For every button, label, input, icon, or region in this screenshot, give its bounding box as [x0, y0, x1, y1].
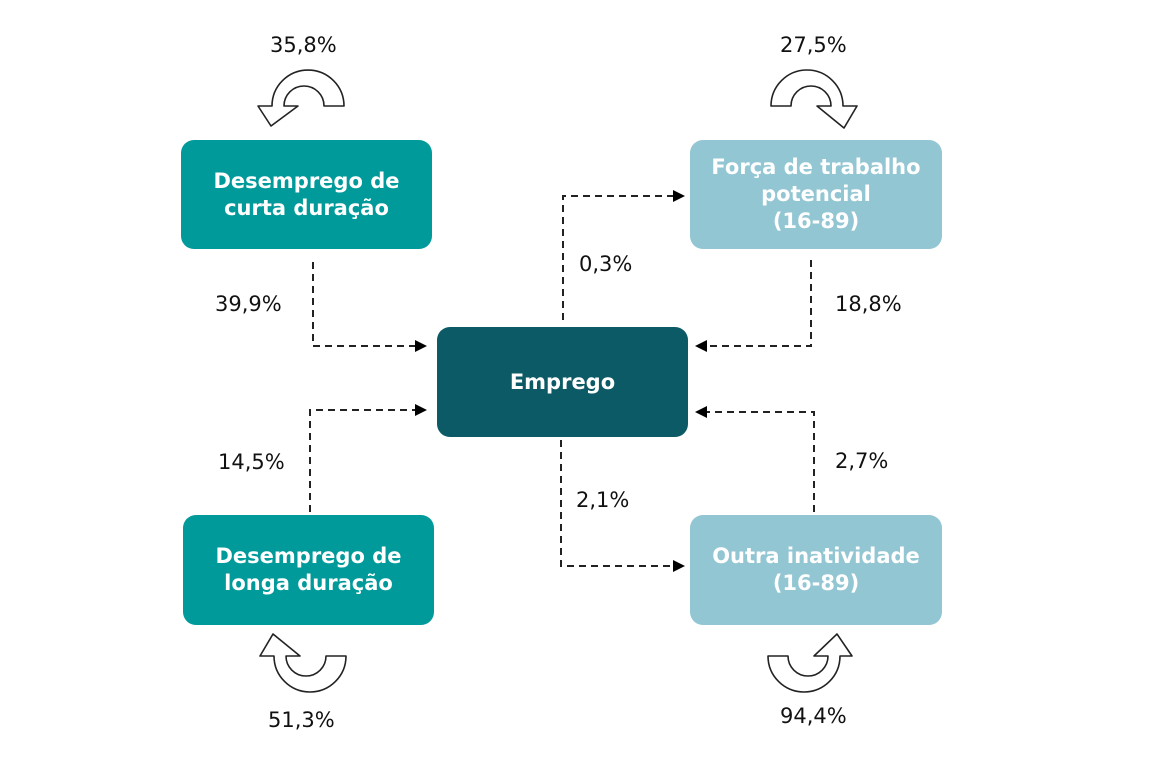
node-potential-label: Força de trabalho potencial (16-89)	[711, 155, 921, 233]
pct-other-inactivity-to-employment: 2,7%	[835, 449, 889, 473]
node-long-term-unemployment: Desemprego de longa duração	[183, 515, 434, 625]
pct-short-term-self: 35,8%	[270, 33, 337, 57]
node-short-term-label: Desemprego de curta duração	[213, 168, 400, 220]
node-potential-labour-force: Força de trabalho potencial (16-89)	[690, 140, 942, 249]
pct-employment-to-other-inactivity: 2,1%	[576, 488, 630, 512]
arrow-employment-to-other-inactivity	[560, 440, 685, 572]
pct-long-term-self: 51,3%	[268, 708, 335, 732]
loop-arrow-other-inactivity	[767, 633, 853, 693]
loop-arrow-long-term	[259, 633, 347, 693]
pct-short-term-to-employment: 39,9%	[215, 292, 282, 316]
node-long-term-label: Desemprego de longa duração	[215, 544, 402, 595]
pct-potential-to-employment: 18,8%	[835, 292, 902, 316]
node-employment: Emprego	[437, 327, 688, 437]
arrow-short-term-to-employment	[312, 262, 427, 352]
loop-arrow-short-term	[257, 69, 345, 127]
pct-other-inactivity-self: 94,4%	[780, 704, 847, 728]
arrow-employment-to-potential	[562, 190, 685, 320]
node-other-inactivity-label: Outra inatividade (16-89)	[712, 544, 920, 595]
node-employment-label: Emprego	[509, 369, 616, 394]
pct-potential-self: 27,5%	[780, 33, 847, 57]
node-other-inactivity: Outra inatividade (16-89)	[690, 515, 942, 625]
loop-arrow-potential	[770, 69, 858, 129]
pct-long-term-to-employment: 14,5%	[218, 450, 285, 474]
node-short-term-unemployment: Desemprego de curta duração	[181, 140, 432, 249]
arrow-potential-to-employment	[695, 260, 812, 352]
pct-employment-to-potential: 0,3%	[579, 252, 633, 276]
arrow-long-term-to-employment	[309, 404, 427, 512]
arrow-other-inactivity-to-employment	[695, 406, 815, 512]
